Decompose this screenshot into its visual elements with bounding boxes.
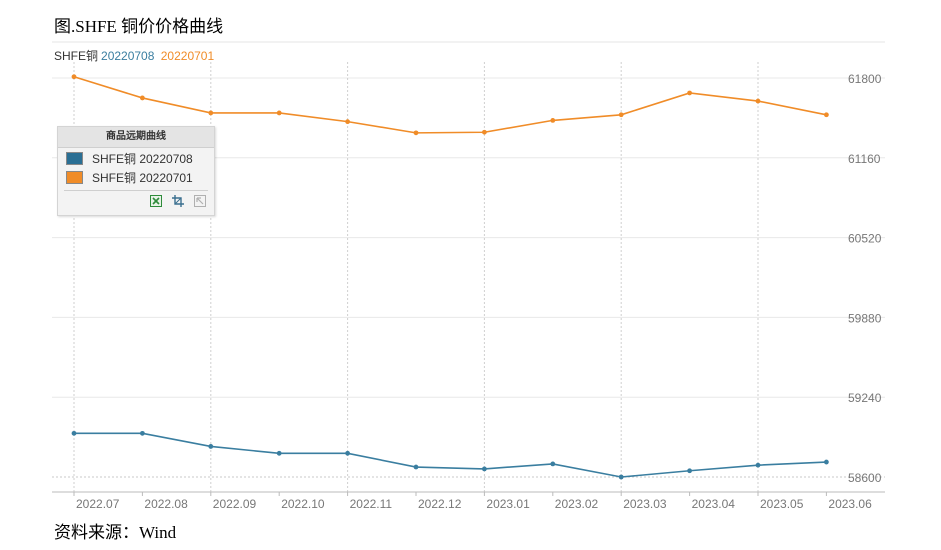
legend-top-label: SHFE铜 — [54, 49, 99, 63]
y-tick-label: 58600 — [848, 471, 882, 485]
x-tick-label: 2023.05 — [760, 497, 804, 511]
x-tick-label: 2023.01 — [486, 497, 530, 511]
series-point-1 — [208, 110, 214, 116]
y-tick-label: 59240 — [848, 391, 882, 405]
legend-top-series-a[interactable]: 20220708 — [101, 49, 155, 63]
legend-toolbar — [58, 191, 214, 208]
series-point-1 — [482, 129, 487, 135]
series-point-1 — [824, 112, 829, 118]
legend-panel[interactable]: 商品远期曲线 SHFE铜 20220708 SHFE铜 20220701 — [57, 126, 215, 216]
series-point-1 — [140, 95, 145, 101]
x-tick-label: 2022.12 — [418, 497, 462, 511]
x-tick-label: 2023.03 — [623, 497, 667, 511]
grid-layer — [52, 41, 885, 492]
series-layer — [71, 74, 829, 480]
legend-item-20220701[interactable]: SHFE铜 20220701 — [58, 169, 214, 186]
series-point-1 — [276, 110, 282, 116]
legend-swatch-20220701 — [66, 171, 83, 184]
series-point-0 — [618, 474, 624, 480]
figure-source: 资料来源：Wind — [54, 523, 177, 542]
y-tick-label: 60520 — [848, 232, 882, 246]
series-point-1 — [687, 90, 692, 96]
y-tick-label: 59880 — [848, 311, 882, 325]
series-line-0 — [74, 432, 827, 478]
axis-layer: 58600 59240 59880 60520 61160 61800 2022.07 202… — [52, 72, 885, 511]
figure-title: 图.SHFE 铜价价格曲线 — [54, 17, 224, 36]
series-point-1 — [755, 98, 761, 104]
x-tick-label: 2023.06 — [828, 497, 872, 511]
series-point-0 — [140, 430, 145, 436]
legend-swatch-20220708 — [66, 152, 83, 165]
series-point-1 — [618, 112, 624, 118]
series-point-0 — [345, 450, 350, 456]
y-tick-label: 61800 — [848, 72, 882, 86]
series-point-1 — [550, 117, 556, 123]
excel-export-icon[interactable] — [148, 194, 164, 208]
x-tick-label: 2022.10 — [281, 497, 325, 511]
legend-item-label: SHFE铜 20220701 — [92, 171, 193, 185]
x-tick-label: 2022.07 — [76, 497, 120, 511]
series-point-0 — [550, 461, 556, 467]
x-tick-label: 2022.09 — [213, 497, 257, 511]
legend-panel-title: 商品远期曲线 — [58, 127, 214, 148]
legend-divider — [64, 190, 208, 191]
y-tick-label: 61160 — [848, 152, 881, 166]
series-point-0 — [687, 468, 692, 474]
series-point-1 — [345, 119, 350, 125]
x-tick-label: 2023.02 — [555, 497, 599, 511]
legend-top: SHFE铜 20220708 20220701 — [54, 47, 217, 64]
x-tick-label: 2023.04 — [692, 497, 736, 511]
series-point-0 — [208, 444, 214, 449]
series-point-0 — [413, 464, 419, 470]
x-tick-label: 2022.11 — [350, 497, 393, 511]
legend-item-label: SHFE铜 20220708 — [92, 152, 193, 166]
legend-item-20220708[interactable]: SHFE铜 20220708 — [58, 150, 214, 167]
legend-top-series-b[interactable]: 20220701 — [160, 49, 215, 63]
series-line-1 — [73, 75, 827, 134]
series-point-0 — [755, 462, 761, 468]
series-point-1 — [413, 130, 419, 136]
crop-icon[interactable] — [170, 194, 186, 208]
series-point-0 — [276, 450, 282, 456]
x-tick-label: 2022.08 — [144, 497, 188, 511]
series-point-0 — [71, 430, 77, 436]
series-point-1 — [71, 74, 77, 80]
series-point-0 — [824, 459, 829, 465]
series-point-0 — [482, 466, 487, 472]
cursor-icon[interactable] — [192, 194, 208, 208]
